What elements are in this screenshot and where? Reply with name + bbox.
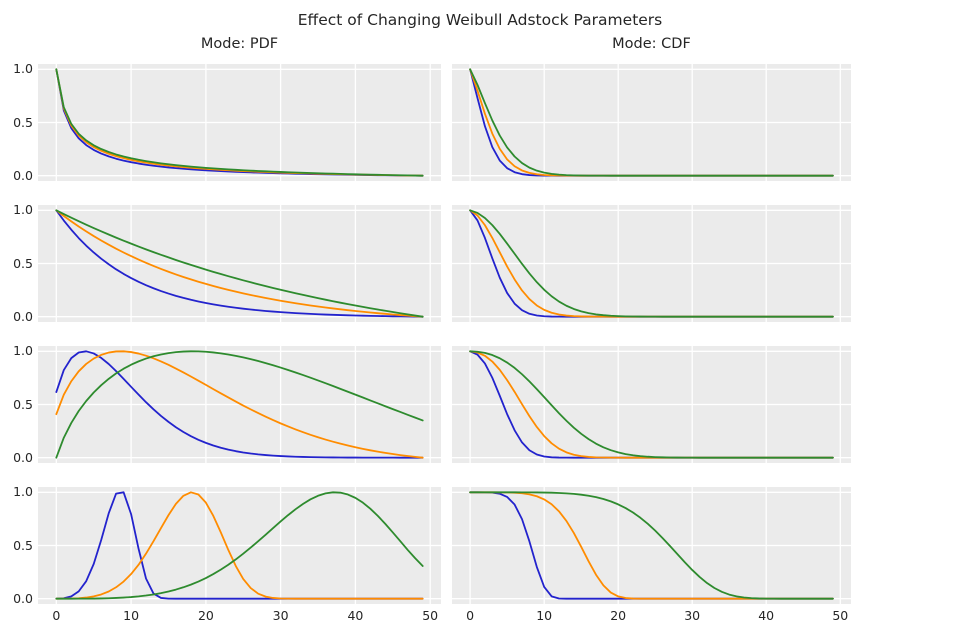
row3-cdf-lam40-line	[469, 350, 834, 459]
subplot-title-mode-pdf: Mode: PDF	[200, 36, 279, 52]
x-tick-label: 20	[197, 608, 214, 623]
y-tick-label: 1.0	[13, 61, 33, 77]
x-tick-label: 10	[123, 608, 140, 623]
subplot-row2-cdf	[452, 205, 851, 322]
row4-pdf-lam20-line	[55, 491, 424, 600]
x-tick-label: 50	[422, 608, 439, 623]
row3-pdf-lam20-line	[55, 350, 424, 459]
x-tick-label: 30	[684, 608, 701, 623]
x-tick-label: 40	[347, 608, 364, 623]
x-tick-label: 40	[758, 608, 775, 623]
y-tick-label: 0.5	[13, 255, 33, 271]
y-tick-label: 1.0	[13, 484, 33, 500]
subplot-row4-pdf	[38, 487, 441, 604]
gridlines	[38, 205, 441, 322]
y-tick-label: 0.5	[13, 537, 33, 553]
y-tick-label: 0.0	[13, 449, 33, 465]
x-tick-label: 0	[52, 608, 61, 623]
subplot-row1-pdf	[38, 64, 441, 181]
x-tick-label: 0	[466, 608, 475, 623]
row4-cdf-lam40-line	[469, 491, 834, 600]
subplot-row1-cdf	[452, 64, 851, 181]
y-tick-label: 0.0	[13, 167, 33, 183]
row2-cdf-lam40-line	[469, 209, 834, 318]
figure-title: Effect of Changing Weibull Adstock Param…	[297, 11, 663, 29]
row1-pdf-lam40-line	[55, 68, 424, 177]
row2-pdf-lam20-line	[55, 209, 424, 318]
subplot-row3-pdf	[38, 346, 441, 463]
subplot-title-mode-cdf: Mode: CDF	[612, 36, 691, 52]
row2-pdf-lam40-line	[55, 209, 424, 318]
x-tick-label: 10	[536, 608, 553, 623]
y-tick-label: 0.0	[13, 590, 33, 606]
y-tick-label: 1.0	[13, 343, 33, 359]
row2-pdf-lam10-line	[55, 209, 424, 318]
gridlines	[452, 487, 851, 604]
row4-pdf-lam40-line	[55, 491, 424, 600]
subplot-row3-cdf	[452, 346, 851, 463]
y-tick-label: 0.5	[13, 396, 33, 412]
y-tick-label: 0.0	[13, 308, 33, 324]
y-tick-label: 0.5	[13, 114, 33, 130]
subplot-row2-pdf	[38, 205, 441, 322]
subplot-row4-cdf	[452, 487, 851, 604]
x-tick-label: 50	[832, 608, 849, 623]
y-tick-label: 1.0	[13, 202, 33, 218]
x-tick-label: 20	[610, 608, 627, 623]
x-tick-label: 30	[272, 608, 289, 623]
row1-cdf-lam40-line	[469, 68, 834, 177]
row3-pdf-lam40-line	[55, 350, 424, 459]
